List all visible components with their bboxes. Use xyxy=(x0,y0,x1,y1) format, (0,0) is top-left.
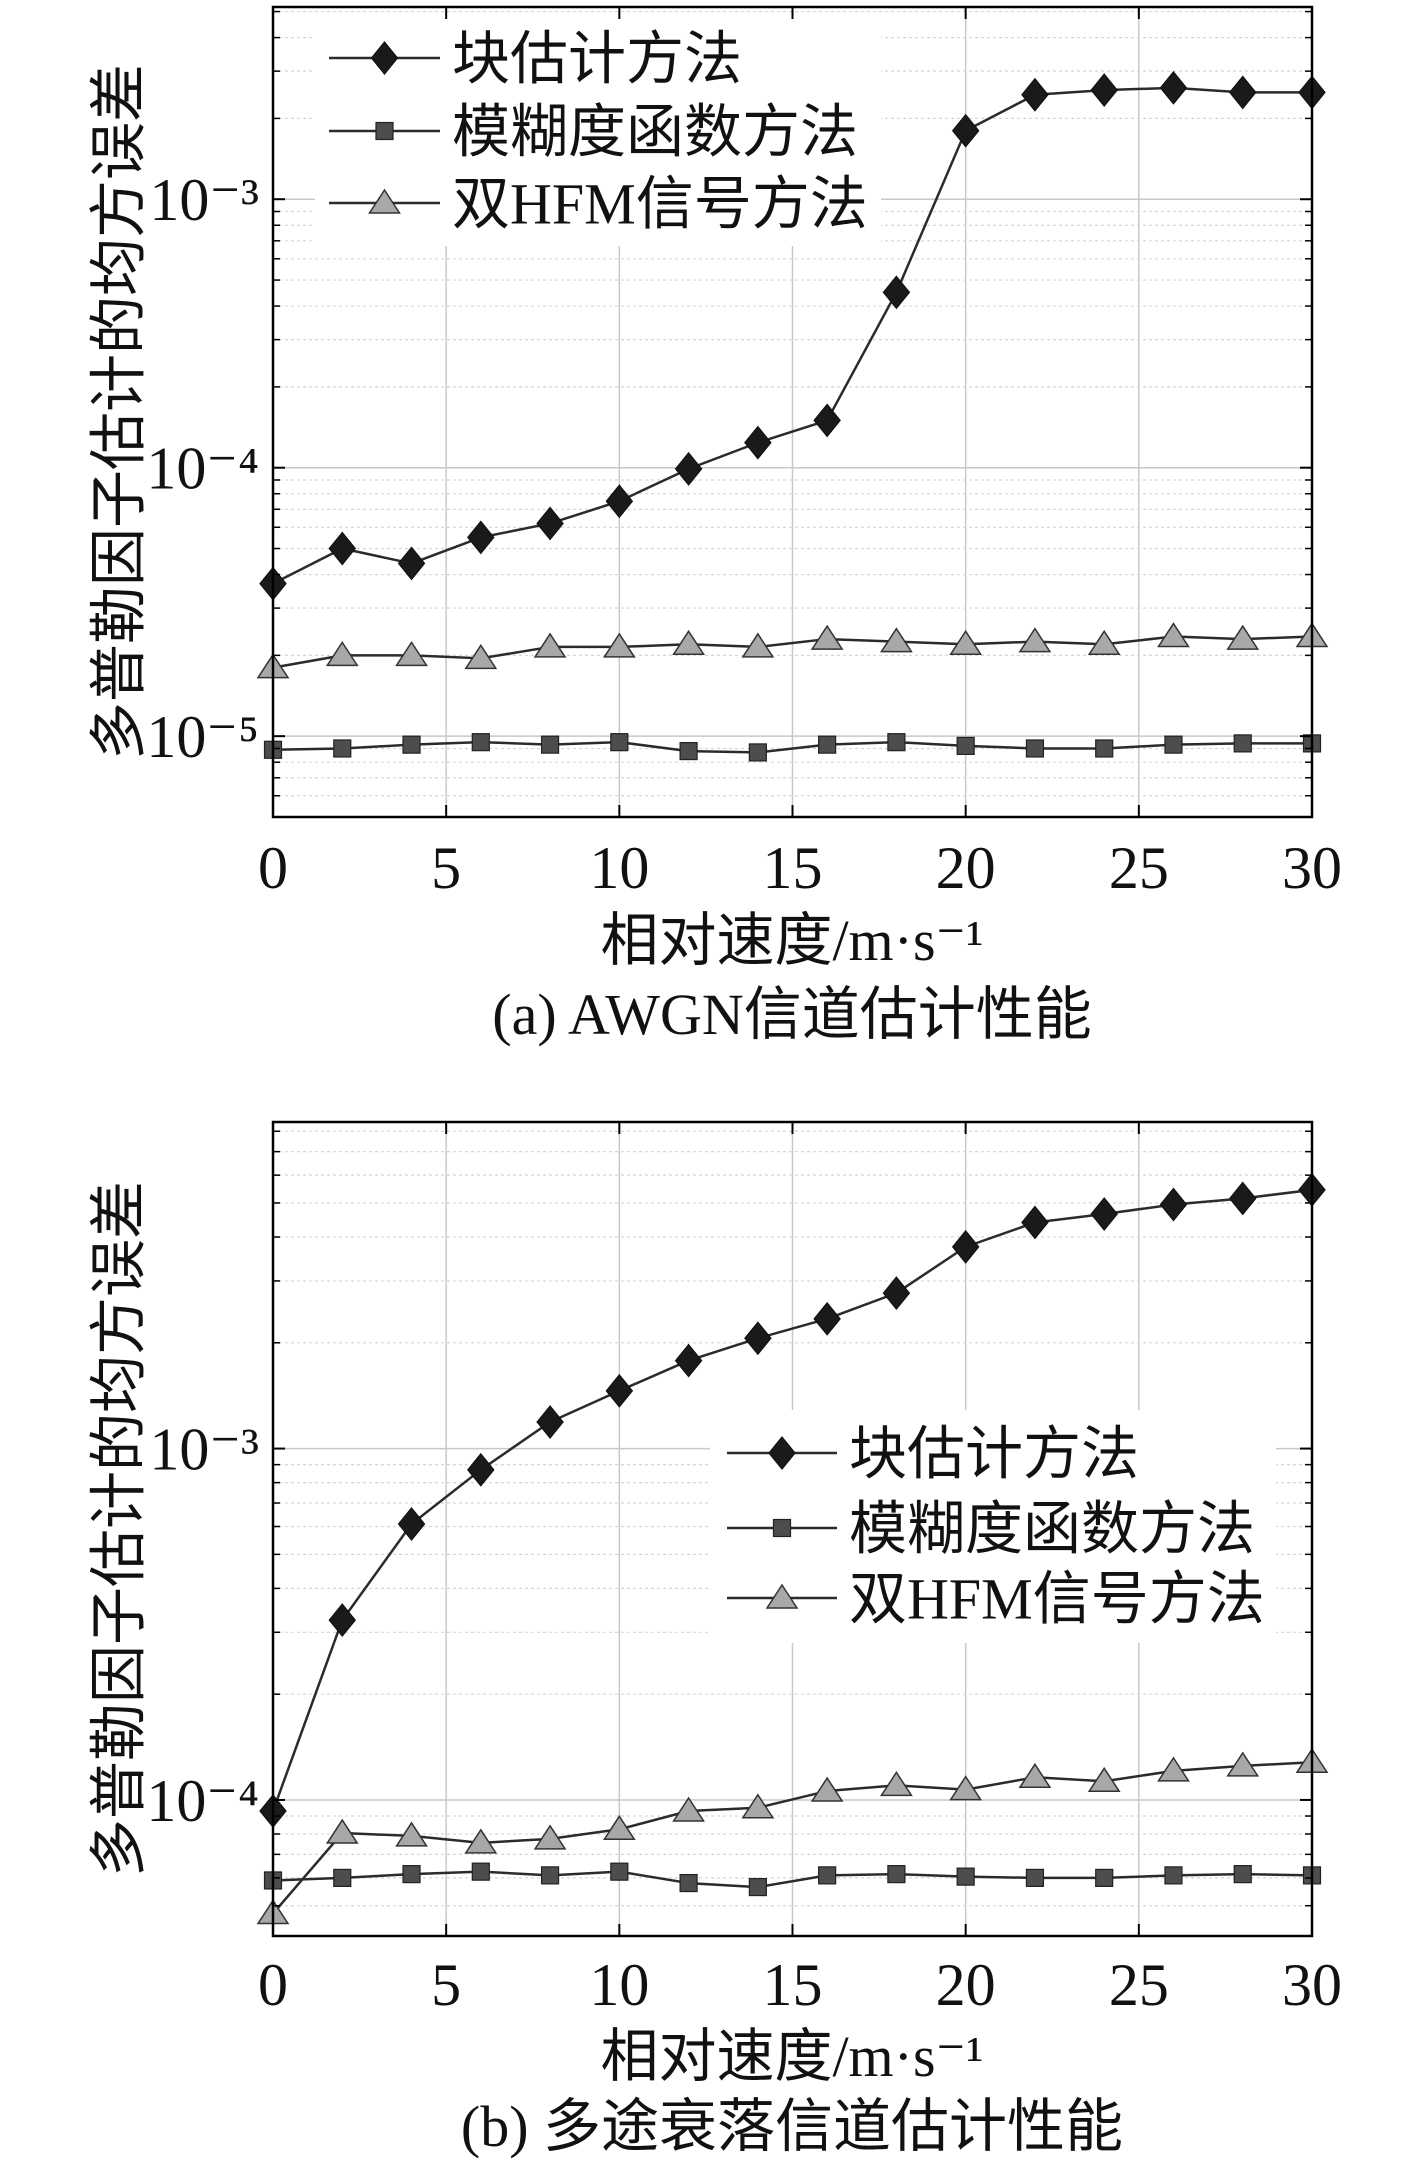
data-point-square xyxy=(472,1863,489,1880)
legend-label: 模糊度函数方法 xyxy=(849,1496,1255,1561)
x-tick-label: 10 xyxy=(589,835,649,901)
y-tick-label: 10⁻⁵ xyxy=(146,704,259,770)
chart-caption: (a) AWGN信道估计性能 xyxy=(492,982,1091,1047)
data-point-square xyxy=(1234,735,1251,752)
legend-marker-square xyxy=(774,1520,791,1537)
data-point-square xyxy=(1165,736,1182,753)
x-tick-label: 30 xyxy=(1282,1952,1342,2018)
data-point-square xyxy=(957,1868,974,1885)
data-point-square xyxy=(542,736,559,753)
data-point-square xyxy=(1234,1866,1251,1883)
x-tick-label: 0 xyxy=(258,835,288,901)
data-point-square xyxy=(1026,1869,1043,1886)
x-axis-label: 相对速度/m·s⁻¹ xyxy=(600,908,983,973)
x-tick-label: 30 xyxy=(1282,835,1342,901)
y-tick-label: 10⁻³ xyxy=(149,1417,259,1483)
y-axis-label: 多普勒因子估计的均方误差 xyxy=(86,1181,151,1877)
x-tick-label: 20 xyxy=(936,1952,996,2018)
y-tick-label: 10⁻⁴ xyxy=(146,436,259,502)
x-tick-label: 5 xyxy=(431,835,461,901)
data-point-square xyxy=(403,736,420,753)
data-point-square xyxy=(611,734,628,751)
legend-label: 块估计方法 xyxy=(452,26,742,91)
data-point-square xyxy=(1096,740,1113,757)
data-point-square xyxy=(680,1875,697,1892)
x-axis-label: 相对速度/m·s⁻¹ xyxy=(600,2024,983,2089)
chart-caption: (b) 多途衰落信道估计性能 xyxy=(461,2094,1123,2159)
legend-label: 块估计方法 xyxy=(849,1421,1139,1486)
data-point-square xyxy=(1096,1869,1113,1886)
data-point-square xyxy=(680,743,697,760)
data-point-square xyxy=(749,744,766,761)
y-axis-label: 多普勒因子估计的均方误差 xyxy=(86,64,151,760)
data-point-square xyxy=(403,1866,420,1883)
x-tick-label: 25 xyxy=(1109,835,1169,901)
data-point-square xyxy=(542,1867,559,1884)
legend-marker-square xyxy=(376,123,393,140)
data-point-square xyxy=(888,1866,905,1883)
data-point-square xyxy=(888,734,905,751)
data-point-square xyxy=(819,736,836,753)
x-tick-label: 5 xyxy=(431,1952,461,2018)
legend-label: 模糊度函数方法 xyxy=(452,99,858,164)
x-tick-label: 15 xyxy=(763,835,823,901)
y-tick-label: 10⁻³ xyxy=(149,167,259,233)
data-point-square xyxy=(334,1869,351,1886)
y-tick-label: 10⁻⁴ xyxy=(146,1768,259,1834)
x-tick-label: 10 xyxy=(589,1952,649,2018)
data-point-square xyxy=(334,740,351,757)
data-point-square xyxy=(957,737,974,754)
x-tick-label: 25 xyxy=(1109,1952,1169,2018)
data-point-square xyxy=(1026,740,1043,757)
x-tick-label: 0 xyxy=(258,1952,288,2018)
data-point-square xyxy=(1165,1867,1182,1884)
data-point-square xyxy=(819,1867,836,1884)
x-tick-label: 20 xyxy=(936,835,996,901)
data-point-square xyxy=(749,1879,766,1896)
legend-label: 双HFM信号方法 xyxy=(452,171,868,236)
x-tick-label: 15 xyxy=(763,1952,823,2018)
data-point-square xyxy=(611,1863,628,1880)
legend-label: 双HFM信号方法 xyxy=(849,1566,1265,1631)
data-point-square xyxy=(472,734,489,751)
